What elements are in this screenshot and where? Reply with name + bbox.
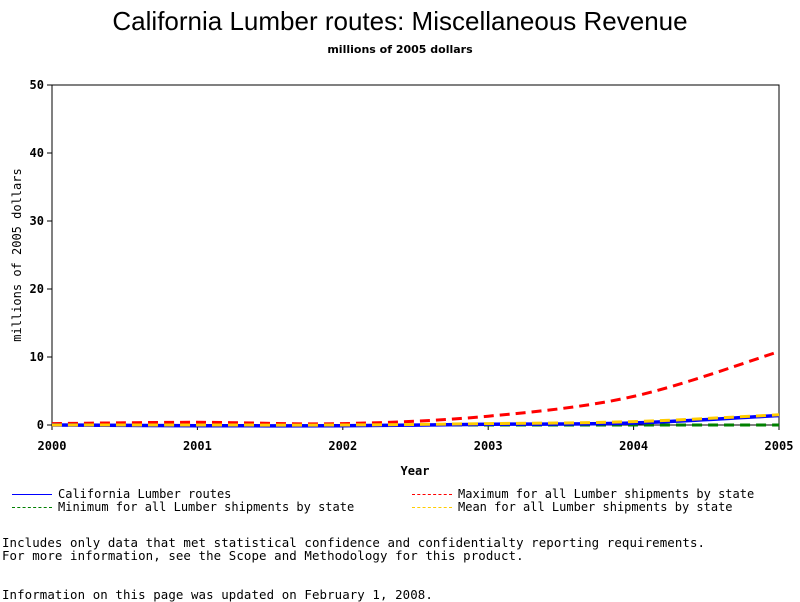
legend-item-mean: Mean for all Lumber shipments by state	[412, 500, 733, 514]
y-tick-label: 30	[30, 214, 44, 228]
x-tick-label: 2004	[619, 439, 648, 453]
legend-swatch-maximum	[412, 493, 452, 495]
x-tick-label: 2005	[765, 439, 794, 453]
chart-title: California Lumber routes: Miscellaneous …	[112, 6, 688, 36]
x-axis: 2000 2001 2002 2003 2004 2005	[38, 425, 794, 453]
x-tick-label: 2002	[328, 439, 357, 453]
legend-label-mean: Mean for all Lumber shipments by state	[458, 500, 733, 514]
series-line-maximum	[51, 350, 780, 426]
x-tick-label: 2000	[38, 439, 67, 453]
plot-frame	[51, 84, 780, 426]
x-tick-label: 2001	[183, 439, 212, 453]
x-tick-label: 2003	[474, 439, 503, 453]
legend-label-minimum: Minimum for all Lumber shipments by stat…	[58, 500, 355, 514]
footnote-methodology: For more information, see the Scope and …	[2, 548, 524, 563]
y-axis-label: millions of 2005 dollars	[10, 168, 24, 341]
line-chart: 0 10 20 30 40 50 2000 2001 2002 2003 2004 2005 Yea…	[10, 78, 794, 478]
chart-subtitle: millions of 2005 dollars	[327, 43, 473, 56]
series-line-mean	[51, 413, 780, 427]
legend-label-california: California Lumber routes	[58, 487, 232, 501]
legend-label-maximum: Maximum for all Lumber shipments by stat…	[458, 487, 755, 501]
legend-swatch-mean	[412, 506, 452, 508]
footnote-updated: Information on this page was updated on …	[2, 587, 433, 602]
y-tick-label: 0	[37, 418, 44, 432]
legend-item-maximum: Maximum for all Lumber shipments by stat…	[412, 487, 754, 501]
y-tick-label: 20	[30, 282, 44, 296]
y-axis: 0 10 20 30 40 50	[30, 78, 52, 432]
series-line-california	[51, 413, 780, 428]
legend-item-minimum: Minimum for all Lumber shipments by stat…	[12, 500, 354, 514]
y-tick-label: 50	[30, 78, 44, 92]
series-layer	[51, 350, 780, 428]
y-tick-label: 10	[30, 350, 44, 364]
legend-swatch-minimum	[12, 506, 52, 508]
y-tick-label: 40	[30, 146, 44, 160]
footnote-confidentiality: Includes only data that met statistical …	[2, 535, 706, 550]
legend-swatch-california	[12, 493, 52, 495]
x-axis-label: Year	[401, 464, 430, 478]
legend-item-california: California Lumber routes	[12, 487, 231, 501]
